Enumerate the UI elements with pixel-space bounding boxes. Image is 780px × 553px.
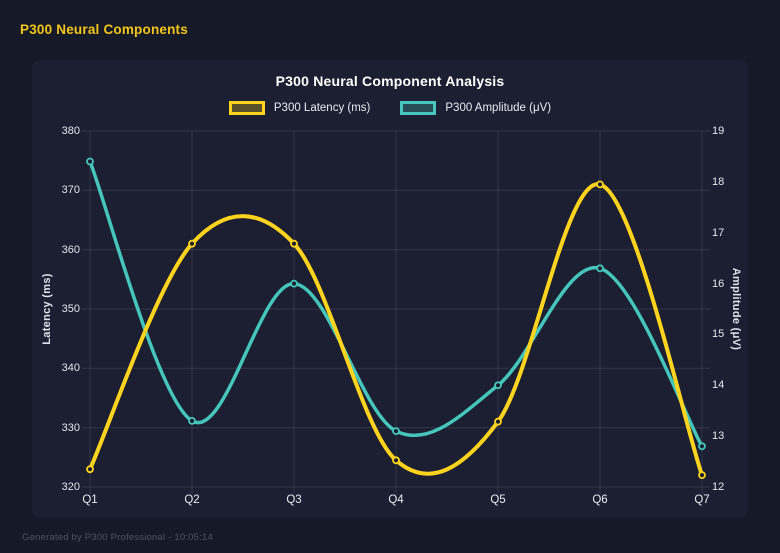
x-axis-label: Q4 — [388, 494, 404, 506]
chart-card: P300 Neural Component Analysis P300 Late… — [32, 60, 748, 518]
legend-item-amplitude[interactable]: P300 Amplitude (μV) — [400, 101, 551, 115]
left-axis-tick: 350 — [61, 303, 80, 315]
left-axis-tick: 370 — [61, 184, 80, 197]
data-point-latency[interactable] — [392, 456, 400, 465]
data-point-amplitude[interactable] — [86, 157, 94, 166]
legend-label: P300 Amplitude (μV) — [445, 102, 552, 114]
data-point-latency[interactable] — [596, 180, 604, 189]
right-axis-tick: 19 — [712, 125, 725, 137]
right-axis-tick: 13 — [712, 430, 725, 443]
x-axis-label: Q3 — [286, 494, 302, 506]
left-axis-tick: 380 — [61, 125, 80, 137]
left-axis-title: Latency (ms) — [41, 273, 53, 345]
right-axis-tick: 12 — [712, 481, 725, 493]
x-axis-label: Q2 — [184, 494, 200, 506]
right-axis-tick: 17 — [712, 226, 725, 239]
left-axis-tick: 320 — [61, 481, 80, 493]
chart-title: P300 Neural Component Analysis — [275, 73, 505, 89]
data-point-amplitude[interactable] — [392, 427, 400, 436]
data-point-latency[interactable] — [290, 239, 298, 248]
right-axis-tick: 16 — [712, 277, 725, 290]
left-axis-tick: 340 — [61, 362, 80, 375]
page-header: P300 Neural Components — [20, 22, 188, 37]
data-point-latency[interactable] — [188, 239, 196, 248]
legend-swatch-icon — [400, 101, 437, 115]
x-axis-label: Q7 — [694, 494, 710, 506]
right-axis-tick: 18 — [712, 175, 725, 188]
legend-item-latency[interactable]: P300 Latency (ms) — [228, 101, 371, 115]
data-point-amplitude[interactable] — [698, 442, 706, 451]
data-point-amplitude[interactable] — [290, 279, 298, 288]
footer-text: Generated by P300 Professional - 10:05:1… — [22, 532, 213, 543]
right-axis-tick: 14 — [712, 379, 725, 392]
data-point-latency[interactable] — [494, 417, 502, 426]
chart-legend: P300 Latency (ms) P300 Amplitude (μV) — [32, 101, 748, 115]
data-point-amplitude[interactable] — [188, 416, 196, 425]
data-point-latency[interactable] — [86, 465, 94, 474]
data-point-amplitude[interactable] — [494, 381, 502, 390]
x-axis-label: Q1 — [82, 494, 98, 506]
page-title: P300 Neural Components — [20, 22, 188, 37]
right-axis-title: Amplitude (μV) — [730, 267, 742, 351]
x-axis-label: Q5 — [490, 494, 506, 506]
legend-swatch-icon — [228, 101, 265, 115]
left-axis-tick: 330 — [61, 421, 80, 434]
left-axis-tick: 360 — [61, 243, 80, 256]
data-point-amplitude[interactable] — [596, 264, 604, 273]
grid-lines — [82, 130, 710, 495]
legend-label: P300 Latency (ms) — [273, 102, 371, 114]
right-axis-tick: 15 — [712, 328, 725, 341]
x-axis-label: Q6 — [592, 494, 608, 506]
plot-svg — [82, 130, 710, 495]
data-point-latency[interactable] — [698, 471, 706, 480]
